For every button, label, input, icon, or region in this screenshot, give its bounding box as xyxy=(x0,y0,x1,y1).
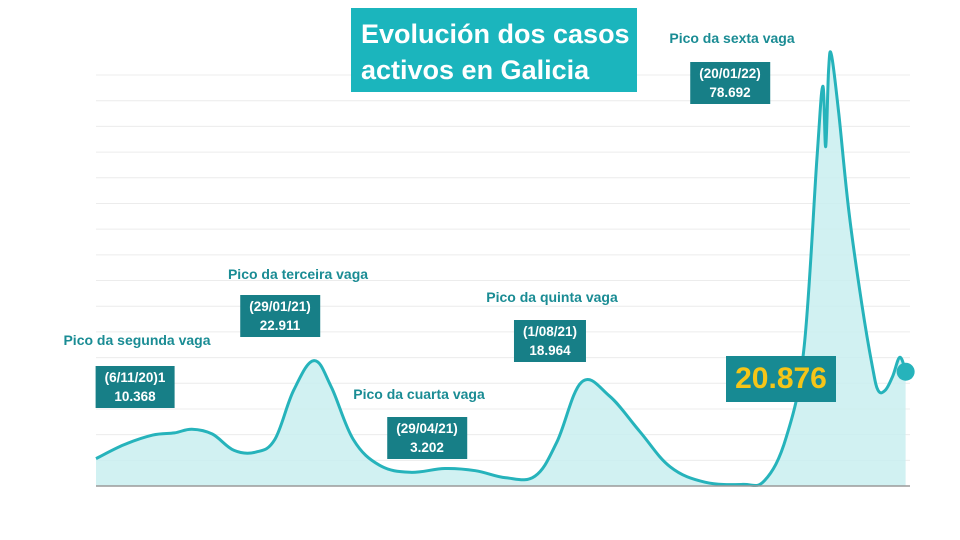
peak-box-terceira: (29/01/21) 22.911 xyxy=(240,295,320,337)
peak-box-quinta: (1/08/21) 18.964 xyxy=(513,320,587,362)
peak-value-segunda: 10.368 xyxy=(114,389,156,404)
peak-date-segunda: (6/11/20)1 xyxy=(104,370,166,385)
peak-label-sexta: Pico da sexta vaga xyxy=(669,30,795,46)
peak-value-cuarta: 3.202 xyxy=(410,440,444,455)
peak-box-sexta: (20/01/22) 78.692 xyxy=(690,62,770,104)
peak-box-segunda: (6/11/20)1 10.368 xyxy=(95,366,175,408)
peak-value-terceira: 22.911 xyxy=(259,318,301,333)
peak-date-terceira: (29/01/21) xyxy=(249,299,311,314)
current-value-box: 20.876 xyxy=(726,356,836,402)
peak-label-segunda: Pico da segunda vaga xyxy=(63,332,211,348)
peak-label-terceira: Pico da terceira vaga xyxy=(227,266,369,282)
chart-title-line-1: Evolución dos casos xyxy=(361,19,630,49)
series-line xyxy=(95,50,908,488)
gridlines xyxy=(96,74,910,461)
area-fill xyxy=(96,51,906,486)
peak-label-quinta: Pico da quinta vaga xyxy=(486,289,618,305)
chart-title: Evolución dos casos activos en Galicia xyxy=(351,8,637,92)
peak-value-quinta: 18.964 xyxy=(529,343,571,358)
chart-title-line-2: activos en Galicia xyxy=(361,55,590,85)
peak-date-cuarta: (29/04/21) xyxy=(396,421,458,436)
peak-box-cuarta: (29/04/21) 3.202 xyxy=(387,417,467,459)
peak-value-sexta: 78.692 xyxy=(709,85,751,100)
peak-date-quinta: (1/08/21) xyxy=(522,324,578,339)
peak-date-sexta: (20/01/22) xyxy=(699,66,761,81)
current-point-marker xyxy=(896,362,915,381)
peak-label-cuarta: Pico da cuarta vaga xyxy=(353,386,485,402)
